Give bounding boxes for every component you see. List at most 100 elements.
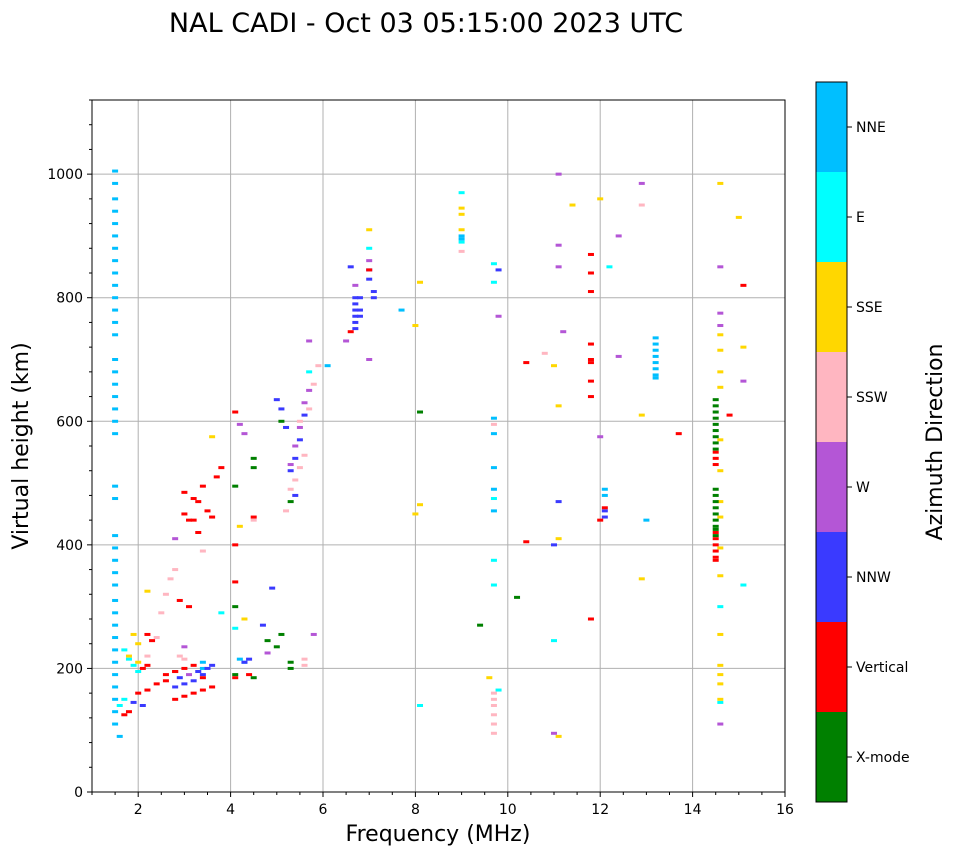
data-point-nne (199, 666, 206, 670)
data-point-ssw (301, 657, 308, 661)
data-point-e (717, 605, 724, 609)
data-point-vertical (712, 555, 719, 559)
data-point-e (495, 688, 502, 692)
data-point-nnw (352, 314, 359, 318)
data-point-sse (135, 660, 142, 664)
data-point-vertical (246, 673, 253, 677)
data-point-vertical (190, 663, 197, 667)
data-point-nne (112, 320, 119, 324)
data-point-nne (324, 364, 331, 368)
data-point-x-mode (514, 595, 521, 599)
data-point-vertical (347, 330, 354, 334)
data-point-nnw (246, 657, 253, 661)
colorbar-tick-label: NNE (856, 120, 886, 136)
data-point-sse (717, 632, 724, 636)
data-point-e (116, 704, 123, 707)
data-point-x-mode (712, 493, 719, 497)
data-point-nne (490, 432, 497, 436)
data-point-nne (652, 361, 659, 365)
data-point-w (352, 283, 359, 287)
data-point-sse (412, 512, 419, 516)
data-point-sse (458, 228, 465, 232)
data-point-sse (209, 435, 216, 439)
data-point-e (135, 670, 142, 674)
data-point-nnw (370, 296, 377, 300)
data-point-w (241, 432, 248, 436)
data-point-vertical (144, 632, 151, 636)
data-point-nne (398, 308, 405, 312)
data-point-ssw (172, 568, 179, 572)
data-point-vertical (587, 342, 594, 346)
data-point-vertical (186, 518, 193, 522)
data-point-w (292, 444, 299, 448)
data-point-x-mode (712, 518, 719, 522)
data-point-sse (569, 203, 576, 207)
data-point-x-mode (712, 500, 719, 504)
data-point-ssw (296, 419, 303, 423)
data-point-vertical (195, 531, 202, 534)
data-point-vertical (144, 663, 151, 667)
data-point-sse (236, 524, 243, 528)
data-point-ssw (296, 466, 303, 470)
data-point-nne (112, 546, 119, 550)
data-point-nne (112, 484, 119, 488)
data-point-nne (112, 571, 119, 575)
data-point-nnw (366, 277, 373, 281)
y-tick-label: 400 (56, 538, 83, 554)
data-point-sse (417, 280, 424, 284)
data-point-e (121, 648, 128, 652)
data-point-nne (490, 416, 497, 420)
data-point-e (490, 497, 497, 501)
data-point-ssw (199, 549, 206, 553)
data-point-nnw (283, 425, 290, 429)
data-point-nne (490, 466, 497, 470)
data-point-x-mode (287, 666, 294, 670)
colorbar-segment (816, 622, 847, 712)
data-point-sse (735, 215, 742, 219)
data-point-nnw (352, 296, 359, 300)
data-point-nnw (292, 456, 299, 460)
data-point-nnw (139, 704, 146, 707)
data-point-nne (112, 333, 119, 337)
data-point-nne (112, 623, 119, 627)
data-point-ssw (283, 509, 290, 513)
data-point-nne (112, 382, 119, 386)
data-point-w (236, 422, 243, 426)
data-point-sse (486, 676, 493, 680)
data-point-nne (112, 419, 119, 423)
data-point-sse (717, 697, 724, 701)
data-point-x-mode (273, 645, 280, 649)
data-point-nnw (356, 308, 363, 312)
colorbar-segment (816, 532, 847, 622)
data-point-nne (112, 432, 119, 436)
data-point-nne (652, 342, 659, 346)
data-point-vertical (675, 432, 682, 436)
data-point-sse (717, 500, 724, 504)
data-point-vertical (139, 666, 146, 670)
data-point-vertical (135, 691, 142, 695)
data-point-sse (717, 574, 724, 578)
data-point-nne (112, 648, 119, 652)
data-point-nnw (555, 500, 562, 504)
data-point-x-mode (287, 660, 294, 664)
data-point-sse (458, 206, 465, 210)
data-point-vertical (199, 676, 206, 680)
data-point-w (560, 330, 567, 334)
data-point-nne (112, 234, 119, 238)
y-tick-label: 800 (56, 291, 83, 307)
data-point-x-mode (278, 419, 285, 423)
data-point-ssw (490, 697, 497, 701)
y-tick-label: 0 (74, 785, 83, 801)
data-point-vertical (232, 676, 239, 680)
data-point-w (366, 259, 373, 263)
data-point-vertical (250, 515, 257, 519)
data-point-ssw (490, 691, 497, 695)
data-point-nne (116, 734, 123, 738)
data-point-vertical (712, 456, 719, 460)
data-point-e (306, 370, 313, 374)
data-point-nne (112, 169, 119, 173)
data-point-sse (366, 228, 373, 232)
data-point-nne (112, 271, 119, 275)
data-point-w (597, 435, 604, 439)
data-point-sse (144, 589, 151, 593)
